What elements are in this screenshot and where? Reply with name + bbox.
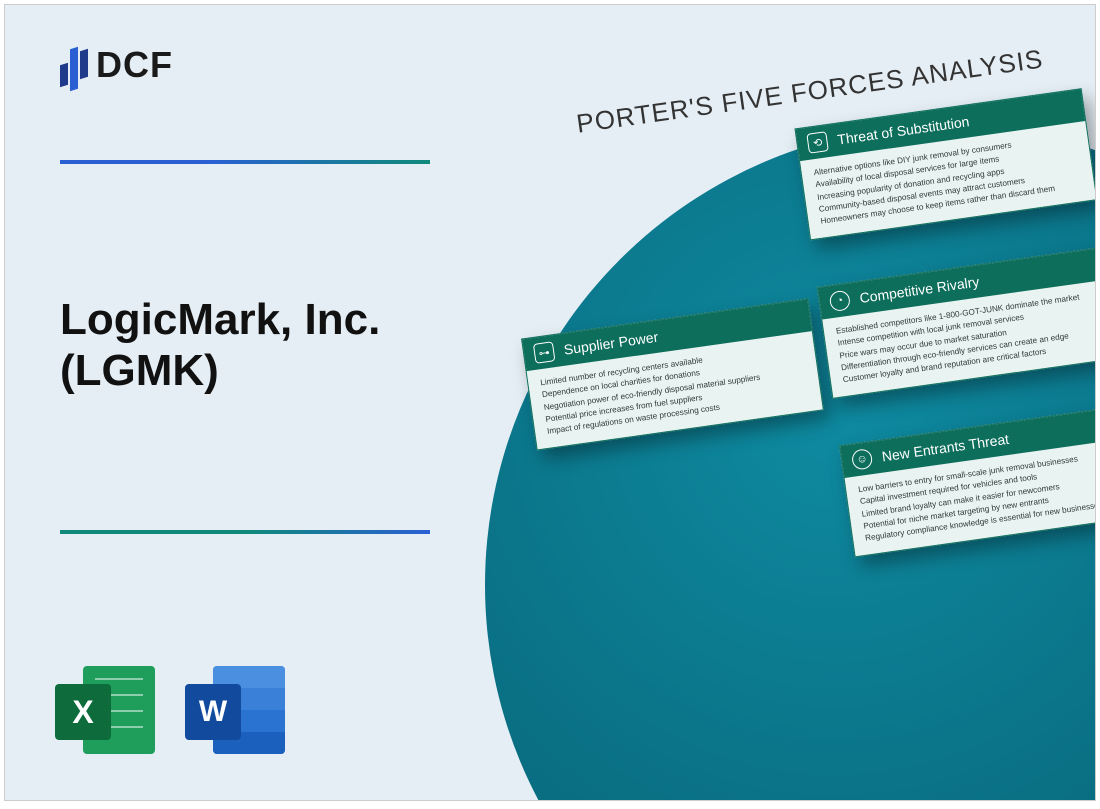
infographic-frame: DCF LogicMark, Inc. (LGMK) X W PORTER'S …: [4, 4, 1096, 801]
divider-bottom: [60, 530, 430, 534]
supplier-icon: ⊶: [533, 341, 556, 364]
brand-logo: DCF: [60, 40, 173, 90]
card-threat-of-substitution: ⟲ Threat of Substitution Alternative opt…: [794, 88, 1096, 241]
title-line-1: LogicMark, Inc.: [60, 295, 380, 346]
logo-bars-icon: [60, 40, 88, 90]
new-entrants-icon: ☺: [851, 448, 874, 471]
file-icons-row: X W: [55, 660, 285, 760]
page-title: LogicMark, Inc. (LGMK): [60, 295, 380, 396]
excel-file-icon[interactable]: X: [55, 660, 155, 760]
card-supplier-power: ⊶ Supplier Power Limited number of recyc…: [521, 298, 824, 451]
card-new-entrants-threat: ☺ New Entrants Threat Low barriers to en…: [839, 405, 1096, 558]
card-competitive-rivalry: ◔ Competitive Rivalry Established compet…: [817, 247, 1096, 400]
porters-diagram: PORTER'S FIVE FORCES ANALYSIS ⟲ Threat o…: [495, 31, 1096, 675]
word-file-icon[interactable]: W: [185, 660, 285, 760]
title-line-2: (LGMK): [60, 346, 380, 397]
divider-top: [60, 160, 430, 164]
word-letter: W: [185, 684, 241, 740]
rivalry-icon: ◔: [829, 290, 852, 313]
card-title: Supplier Power: [563, 329, 659, 358]
substitution-icon: ⟲: [806, 131, 829, 154]
brand-name: DCF: [96, 44, 173, 86]
excel-letter: X: [55, 684, 111, 740]
